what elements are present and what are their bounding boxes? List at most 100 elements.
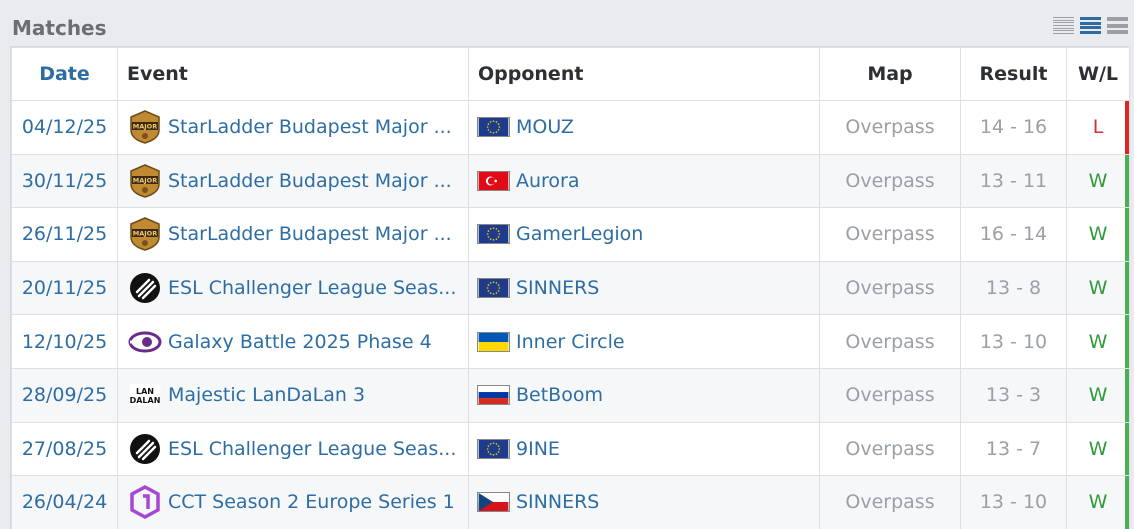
header-map[interactable]: Map [819,47,961,101]
opponent-cell[interactable]: SINNERS [468,260,820,316]
win-loss-bar [1125,315,1129,368]
match-date[interactable]: 28/09/25 [11,367,118,423]
flag-eu-icon [477,224,510,245]
event-cell[interactable]: MAJOR StarLadder Budapest Major ... [117,100,469,155]
win-loss-label: W [1088,437,1108,460]
win-loss: W [1066,153,1130,209]
opponent-cell[interactable]: Aurora [468,153,820,209]
opponent-name[interactable]: GamerLegion [516,223,644,246]
event-cell[interactable]: Galaxy Battle 2025 Phase 4 [117,314,469,369]
match-date[interactable]: 26/04/24 [11,475,118,529]
header-opponent[interactable]: Opponent [468,47,820,101]
opponent-name[interactable]: Aurora [516,169,580,192]
header-wl[interactable]: W/L [1066,47,1130,101]
normal-view-icon[interactable] [1080,16,1101,35]
win-loss: W [1066,367,1130,423]
match-result[interactable]: 13 - 11 [960,153,1067,209]
map-name: Overpass [819,367,961,423]
win-loss: W [1066,207,1130,262]
event-cell[interactable]: ESL Challenger League Seas... [117,260,469,316]
map-name: Overpass [819,153,961,209]
win-loss-bar [1125,101,1129,154]
opponent-cell[interactable]: SINNERS [468,475,820,529]
header-date[interactable]: Date [11,47,118,101]
match-result[interactable]: 16 - 14 [960,207,1067,262]
match-result[interactable]: 13 - 10 [960,314,1067,369]
win-loss: W [1066,421,1130,477]
flag-cz-icon [477,492,510,513]
table-row[interactable]: 04/12/25 MAJOR StarLadder Budapest Major… [11,100,1130,155]
opponent-cell[interactable]: MOUZ [468,100,820,155]
event-name[interactable]: Majestic LanDaLan 3 [168,384,366,407]
table-row[interactable]: 27/08/25 ESL Challenger League Seas... 9… [11,421,1130,477]
map-name: Overpass [819,475,961,529]
table-row[interactable]: 20/11/25 ESL Challenger League Seas... S… [11,260,1130,316]
match-result[interactable]: 13 - 10 [960,475,1067,529]
opponent-name[interactable]: 9INE [516,437,560,460]
event-name[interactable]: CCT Season 2 Europe Series 1 [168,491,455,514]
opponent-cell[interactable]: BetBoom [468,367,820,423]
win-loss: W [1066,260,1130,316]
event-cell[interactable]: CCT Season 2 Europe Series 1 [117,475,469,529]
loose-view-icon[interactable] [1107,16,1128,35]
map-name: Overpass [819,100,961,155]
svg-text:LAN: LAN [136,387,154,396]
opponent-name[interactable]: SINNERS [516,277,600,300]
win-loss-label: W [1088,169,1108,192]
opponent-name[interactable]: MOUZ [516,116,574,139]
galaxy-battle-logo [128,331,162,353]
flag-ru-icon [477,385,510,406]
opponent-cell[interactable]: Inner Circle [468,314,820,369]
event-cell[interactable]: ESL Challenger League Seas... [117,421,469,477]
match-date[interactable]: 27/08/25 [11,421,118,477]
win-loss-bar [1125,369,1129,422]
event-cell[interactable]: MAJOR StarLadder Budapest Major ... [117,207,469,262]
table-row[interactable]: 26/04/24 CCT Season 2 Europe Series 1 SI… [11,475,1130,529]
header-event[interactable]: Event [117,47,469,101]
match-date[interactable]: 30/11/25 [11,153,118,209]
header-result[interactable]: Result [960,47,1067,101]
opponent-name[interactable]: BetBoom [516,384,603,407]
event-cell[interactable]: MAJOR StarLadder Budapest Major ... [117,153,469,209]
opponent-name[interactable]: Inner Circle [516,330,625,353]
svg-text:MAJOR: MAJOR [133,176,157,184]
win-loss-bar [1125,262,1129,314]
matches-title: Matches [12,16,107,40]
table-header-row: Date Event Opponent Map Result W/L [11,47,1130,101]
table-row[interactable]: 26/11/25 MAJOR StarLadder Budapest Major… [11,207,1130,262]
win-loss: L [1066,100,1130,155]
event-cell[interactable]: LAN DALAN Majestic LanDaLan 3 [117,367,469,423]
match-date[interactable]: 12/10/25 [11,314,118,369]
map-name: Overpass [819,314,961,369]
table-row[interactable]: 28/09/25 LAN DALAN Majestic LanDaLan 3 Be… [11,367,1130,423]
opponent-name[interactable]: SINNERS [516,491,600,514]
match-result[interactable]: 13 - 8 [960,260,1067,316]
opponent-cell[interactable]: GamerLegion [468,207,820,262]
match-date[interactable]: 20/11/25 [11,260,118,316]
match-result[interactable]: 13 - 7 [960,421,1067,477]
esl-logo [130,433,160,464]
event-name[interactable]: StarLadder Budapest Major ... [168,116,452,139]
win-loss-bar [1125,155,1129,207]
match-result[interactable]: 14 - 16 [960,100,1067,155]
event-name[interactable]: ESL Challenger League Seas... [168,277,457,300]
flag-tr-icon [477,170,510,191]
event-name[interactable]: Galaxy Battle 2025 Phase 4 [168,330,432,353]
map-name: Overpass [819,421,961,477]
svg-text:DALAN: DALAN [130,396,161,405]
win-loss-label: W [1088,384,1108,407]
esl-logo [130,273,160,304]
event-name[interactable]: ESL Challenger League Seas... [168,437,457,460]
win-loss-bar [1125,423,1129,475]
svg-text:MAJOR: MAJOR [133,123,157,131]
match-date[interactable]: 26/11/25 [11,207,118,262]
event-name[interactable]: StarLadder Budapest Major ... [168,169,452,192]
event-name[interactable]: StarLadder Budapest Major ... [168,223,452,246]
dense-view-icon[interactable] [1053,16,1074,35]
table-row[interactable]: 30/11/25 MAJOR StarLadder Budapest Major… [11,153,1130,209]
match-result[interactable]: 13 - 3 [960,367,1067,423]
table-row[interactable]: 12/10/25 Galaxy Battle 2025 Phase 4 Inne… [11,314,1130,369]
opponent-cell[interactable]: 9INE [468,421,820,477]
flag-eu-icon [477,278,510,299]
match-date[interactable]: 04/12/25 [11,100,118,155]
